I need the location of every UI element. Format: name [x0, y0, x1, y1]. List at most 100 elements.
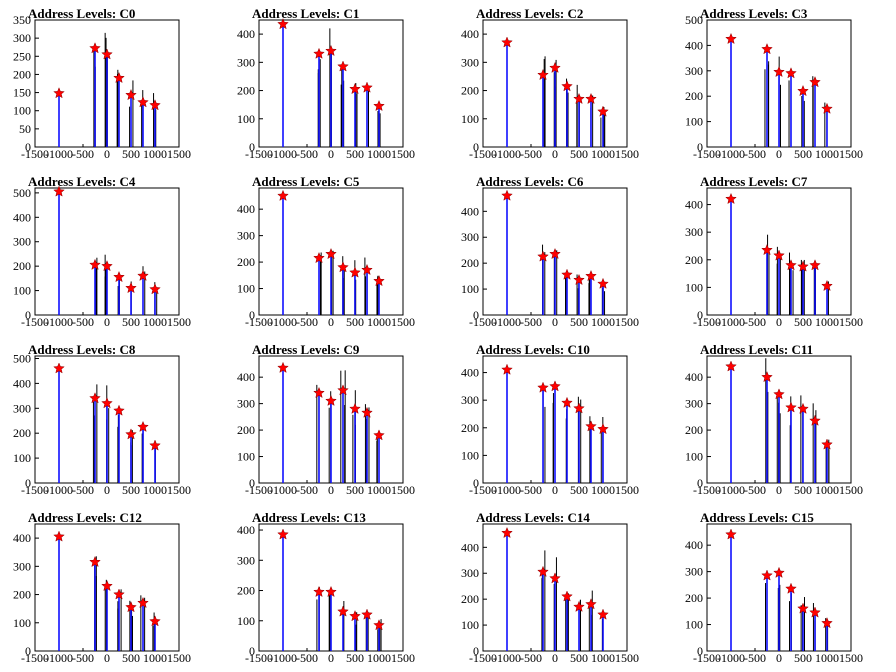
- y-tick-label: 0: [25, 308, 31, 322]
- y-tick-label: 400: [461, 27, 479, 41]
- x-tick-label: -1500: [245, 483, 273, 497]
- y-tick-label: 200: [237, 584, 255, 598]
- star-marker: [573, 402, 585, 414]
- star-marker: [337, 605, 349, 617]
- star-marker: [597, 277, 609, 289]
- star-marker: [797, 602, 809, 614]
- star-marker: [549, 247, 561, 260]
- y-tick-label: 300: [237, 55, 255, 69]
- y-tick-label: 200: [685, 591, 703, 605]
- y-tick-label: 300: [461, 566, 479, 580]
- x-tick-label: -1000: [45, 315, 73, 329]
- star-marker: [773, 249, 785, 261]
- x-tick-label: -1000: [269, 315, 297, 329]
- x-tick-label: -500: [744, 651, 766, 665]
- y-tick-label: 400: [237, 523, 255, 537]
- x-tick-label: 500: [570, 483, 588, 497]
- x-tick-label: -500: [296, 651, 318, 665]
- y-tick-label: 200: [461, 592, 479, 606]
- x-tick-label: -1500: [21, 315, 49, 329]
- subplot-title: Address Levels: C2: [476, 6, 583, 21]
- star-marker: [361, 406, 373, 418]
- subplot-c11: Address Levels: C11 0 100 200 300 400 -1500-10…: [685, 342, 863, 497]
- y-tick-label: 400: [685, 38, 703, 52]
- star-marker: [537, 68, 549, 81]
- x-tick-label: 1000: [591, 147, 615, 161]
- x-tick-label: 0: [328, 147, 334, 161]
- star-marker: [821, 617, 833, 629]
- star-marker: [313, 251, 325, 264]
- star-marker: [501, 189, 513, 201]
- y-tick-label: 300: [685, 397, 703, 411]
- star-marker: [125, 281, 137, 294]
- y-tick-label: 100: [461, 618, 479, 632]
- x-tick-label: 1000: [591, 483, 615, 497]
- x-tick-label: 1000: [143, 315, 167, 329]
- x-tick-label: -1500: [21, 147, 49, 161]
- x-tick-label: 0: [552, 315, 558, 329]
- y-tick-label: 500: [13, 186, 31, 200]
- x-tick-label: -500: [744, 147, 766, 161]
- x-tick-label: 1500: [839, 483, 863, 497]
- y-tick-label: 300: [13, 31, 31, 45]
- star-marker: [349, 82, 361, 95]
- star-marker: [149, 439, 161, 451]
- y-tick-label: 0: [25, 140, 31, 154]
- star-marker: [125, 428, 137, 440]
- y-tick-label: 100: [13, 451, 31, 465]
- x-tick-label: -1500: [469, 147, 497, 161]
- star-marker: [53, 185, 65, 197]
- x-tick-label: -500: [72, 651, 94, 665]
- y-tick-label: 0: [249, 140, 255, 154]
- y-tick-label: 400: [237, 202, 255, 216]
- x-tick-label: 1500: [839, 315, 863, 329]
- subplot-c0: Address Levels: C0 0 50 100 150 200 250 300 350 -…: [13, 6, 191, 161]
- star-marker: [761, 371, 773, 383]
- y-tick-label: 100: [13, 104, 31, 118]
- star-marker: [597, 608, 609, 620]
- x-tick-label: -1000: [45, 483, 73, 497]
- x-tick-label: -500: [520, 147, 542, 161]
- x-tick-label: 500: [346, 651, 364, 665]
- star-marker: [585, 420, 597, 432]
- subplot-title: Address Levels: C6: [476, 174, 584, 189]
- y-tick-label: 400: [237, 370, 255, 384]
- subplot-c4: Address Levels: C40100200300400500-1500-…: [13, 174, 191, 329]
- star-marker: [325, 585, 337, 598]
- x-tick-label: -1500: [693, 147, 721, 161]
- x-tick-label: 0: [776, 315, 782, 329]
- x-tick-label: 500: [346, 483, 364, 497]
- star-marker: [53, 87, 65, 99]
- star-marker: [137, 420, 149, 432]
- x-tick-label: -500: [72, 483, 94, 497]
- x-tick-label: 0: [552, 651, 558, 665]
- y-tick-label: 100: [237, 614, 255, 628]
- y-tick-label: 400: [685, 370, 703, 384]
- star-marker: [277, 361, 289, 373]
- x-tick-label: -1000: [269, 651, 297, 665]
- y-tick-label: 200: [685, 423, 703, 437]
- x-tick-label: 1000: [143, 147, 167, 161]
- subplot-c14: Address Levels: C14 0 100 200 300 400 -1500-10…: [461, 510, 639, 665]
- subplot-title: Address Levels: C1: [252, 6, 359, 21]
- x-tick-label: -1000: [493, 651, 521, 665]
- x-tick-label: 1000: [143, 483, 167, 497]
- subplot-c15: Address Levels: C15 0 100 200 300 400 -1500-10…: [685, 510, 863, 665]
- subplot-title: Address Levels: C4: [28, 174, 136, 189]
- y-tick-label: 500: [13, 351, 31, 365]
- x-tick-label: 0: [328, 315, 334, 329]
- x-tick-label: 1000: [815, 483, 839, 497]
- subplot-c7: Address Levels: C7 0 100 200 300 400 -1500-100…: [685, 174, 863, 329]
- x-tick-label: -1000: [493, 147, 521, 161]
- star-marker: [537, 250, 549, 262]
- y-tick-label: 100: [685, 280, 703, 294]
- x-tick-label: -500: [520, 651, 542, 665]
- x-tick-label: -1000: [717, 483, 745, 497]
- y-tick-label: 350: [13, 13, 31, 27]
- star-marker: [761, 43, 773, 55]
- y-tick-label: 0: [697, 308, 703, 322]
- x-tick-label: -1500: [693, 315, 721, 329]
- y-tick-label: 300: [685, 225, 703, 239]
- star-marker: [361, 81, 373, 93]
- subplot-title: Address Levels: C7: [700, 174, 808, 189]
